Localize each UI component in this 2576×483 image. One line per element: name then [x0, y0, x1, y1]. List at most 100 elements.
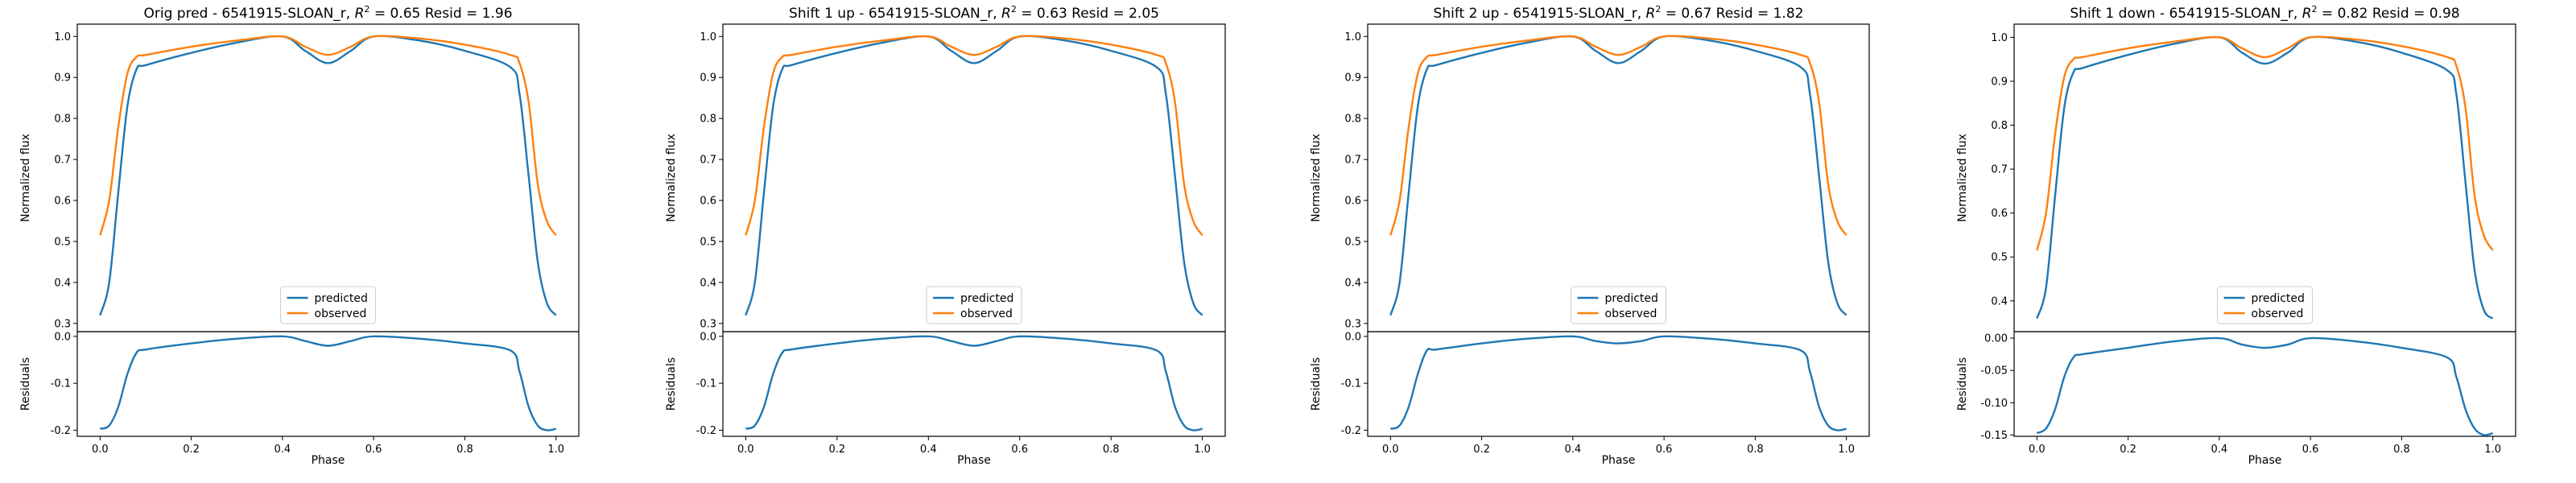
y-tick-label-top: 0.6 — [700, 196, 716, 208]
x-tick-label: 1.0 — [1838, 444, 1855, 456]
y-tick-label-bottom: -0.2 — [1341, 425, 1361, 437]
legend: predicted observed — [1571, 286, 1666, 324]
bottom-axes-frame — [722, 331, 1226, 437]
y-tick-label-top: 0.7 — [1991, 164, 2008, 176]
x-tick-label: 0.4 — [275, 444, 291, 456]
y-tick-label-top: 0.9 — [54, 72, 71, 85]
panel-4: Shift 1 down - 6541915-SLOAN_r, R2 = 0.8… — [1956, 4, 2516, 467]
y-tick-label-bottom: -0.15 — [1980, 430, 2008, 442]
legend: predicted observed — [926, 286, 1022, 324]
legend: predicted observed — [2217, 286, 2313, 324]
y-tick-label-top: 1.0 — [700, 31, 716, 43]
x-tick-label: 0.0 — [737, 444, 754, 456]
legend-label-observed: observed — [960, 308, 1013, 320]
x-tick-label: 0.8 — [1747, 444, 1764, 456]
legend-label-observed: observed — [2252, 308, 2304, 320]
series-line-predicted — [2036, 35, 2494, 320]
y-tick-label-top: 0.8 — [700, 114, 716, 126]
series-line-observed — [1389, 35, 1847, 237]
y-tick-label-top: 1.0 — [1991, 32, 2008, 44]
y-tick-label-bottom: 0.0 — [700, 331, 716, 343]
x-tick-label: 0.4 — [1565, 444, 1582, 456]
y-tick-label-top: 0.3 — [54, 318, 71, 330]
x-tick-label: 0.6 — [365, 444, 382, 456]
y-axis-label-bottom: Residuals — [1956, 357, 1969, 411]
y-axis-label-bottom: Residuals — [1310, 357, 1323, 411]
panel-1: Orig pred - 6541915-SLOAN_r, R2 = 0.65 R… — [19, 4, 580, 467]
title-r: R — [1646, 6, 1656, 22]
legend-box — [2217, 286, 2313, 324]
y-axis-label-bottom: Residuals — [665, 357, 678, 411]
y-axis-label-top: Normalized flux — [19, 134, 32, 222]
x-axis-label: Phase — [2248, 454, 2282, 467]
series-line-predicted — [1389, 35, 1847, 316]
title-r2-value: = 0.63 Resid = 2.05 — [1017, 6, 1159, 22]
y-tick-label-top: 0.7 — [700, 155, 716, 167]
legend: predicted observed — [280, 286, 376, 324]
title-superscript: 2 — [2312, 4, 2318, 14]
y-tick-label-top: 0.6 — [54, 196, 71, 208]
y-tick-label-top: 0.8 — [54, 114, 71, 126]
title-prefix: Shift 1 up - 6541915-SLOAN_r, — [789, 6, 1001, 22]
x-tick-label: 0.6 — [1011, 444, 1028, 456]
y-tick-label-top: 0.5 — [54, 236, 71, 248]
series-line-predicted — [745, 35, 1203, 316]
y-tick-label-top: 0.5 — [1991, 252, 2008, 264]
y-tick-label-top: 0.9 — [700, 72, 716, 85]
top-axes-frame — [2013, 23, 2516, 332]
legend-label-predicted: predicted — [315, 292, 368, 305]
top-axes-frame — [722, 23, 1226, 332]
x-tick-label: 0.2 — [1473, 444, 1490, 456]
y-tick-label-top: 0.7 — [54, 155, 71, 167]
y-tick-label-top: 0.5 — [1344, 236, 1361, 248]
x-tick-label: 0.0 — [2029, 444, 2046, 456]
series-line-observed — [2036, 35, 2494, 251]
residual-line — [745, 335, 1203, 431]
title-r2-value: = 0.65 Resid = 1.96 — [369, 6, 512, 22]
chart-title: Orig pred - 6541915-SLOAN_r, R2 = 0.65 R… — [143, 4, 512, 22]
title-r2-value: = 0.67 Resid = 1.82 — [1661, 6, 1803, 22]
bottom-axes-frame — [76, 331, 580, 437]
x-tick-label: 1.0 — [2484, 444, 2501, 456]
chart-title: Shift 1 up - 6541915-SLOAN_r, R2 = 0.63 … — [789, 4, 1159, 22]
y-tick-label-top: 0.8 — [1344, 114, 1361, 126]
y-tick-label-bottom: -0.1 — [51, 378, 71, 390]
x-tick-label: 0.2 — [183, 444, 200, 456]
y-axis-label-top: Normalized flux — [665, 134, 678, 222]
legend-box — [926, 286, 1022, 324]
bottom-axes-frame — [1367, 331, 1870, 437]
y-tick-label-top: 0.5 — [700, 236, 716, 248]
x-tick-label: 0.0 — [92, 444, 109, 456]
y-tick-label-top: 0.9 — [1344, 72, 1361, 85]
top-axes-frame — [76, 23, 580, 332]
y-tick-label-top: 0.7 — [1344, 155, 1361, 167]
y-tick-label-bottom: -0.1 — [696, 378, 716, 390]
chart-title: Shift 1 down - 6541915-SLOAN_r, R2 = 0.8… — [2070, 4, 2459, 22]
residual-line — [2036, 336, 2494, 436]
residual-line — [99, 335, 556, 431]
x-tick-label: 1.0 — [547, 444, 564, 456]
y-axis-label-top: Normalized flux — [1310, 134, 1323, 222]
y-tick-label-bottom: -0.10 — [1980, 398, 2008, 410]
title-r: R — [2302, 6, 2312, 22]
y-tick-label-top: 0.3 — [700, 318, 716, 330]
x-axis-label: Phase — [1602, 454, 1636, 467]
y-tick-label-top: 0.4 — [700, 277, 716, 289]
x-tick-label: 0.4 — [2211, 444, 2228, 456]
title-prefix: Shift 1 down - 6541915-SLOAN_r, — [2070, 6, 2301, 22]
x-tick-label: 0.6 — [2302, 444, 2319, 456]
y-tick-label-bottom: -0.2 — [696, 425, 716, 437]
title-r: R — [355, 6, 365, 22]
title-superscript: 2 — [1011, 4, 1017, 14]
panel-2: Shift 1 up - 6541915-SLOAN_r, R2 = 0.63 … — [665, 4, 1226, 467]
title-r2-value: = 0.82 Resid = 0.98 — [2318, 6, 2460, 22]
y-tick-label-top: 0.9 — [1991, 76, 2008, 88]
title-superscript: 2 — [364, 4, 369, 14]
y-tick-label-bottom: 0.0 — [54, 331, 71, 343]
y-tick-label-bottom: -0.05 — [1980, 365, 2008, 378]
x-tick-label: 1.0 — [1194, 444, 1211, 456]
y-tick-label-top: 0.4 — [54, 277, 71, 289]
x-tick-label: 0.4 — [920, 444, 937, 456]
panel-3: Shift 2 up - 6541915-SLOAN_r, R2 = 0.67 … — [1310, 4, 1870, 467]
